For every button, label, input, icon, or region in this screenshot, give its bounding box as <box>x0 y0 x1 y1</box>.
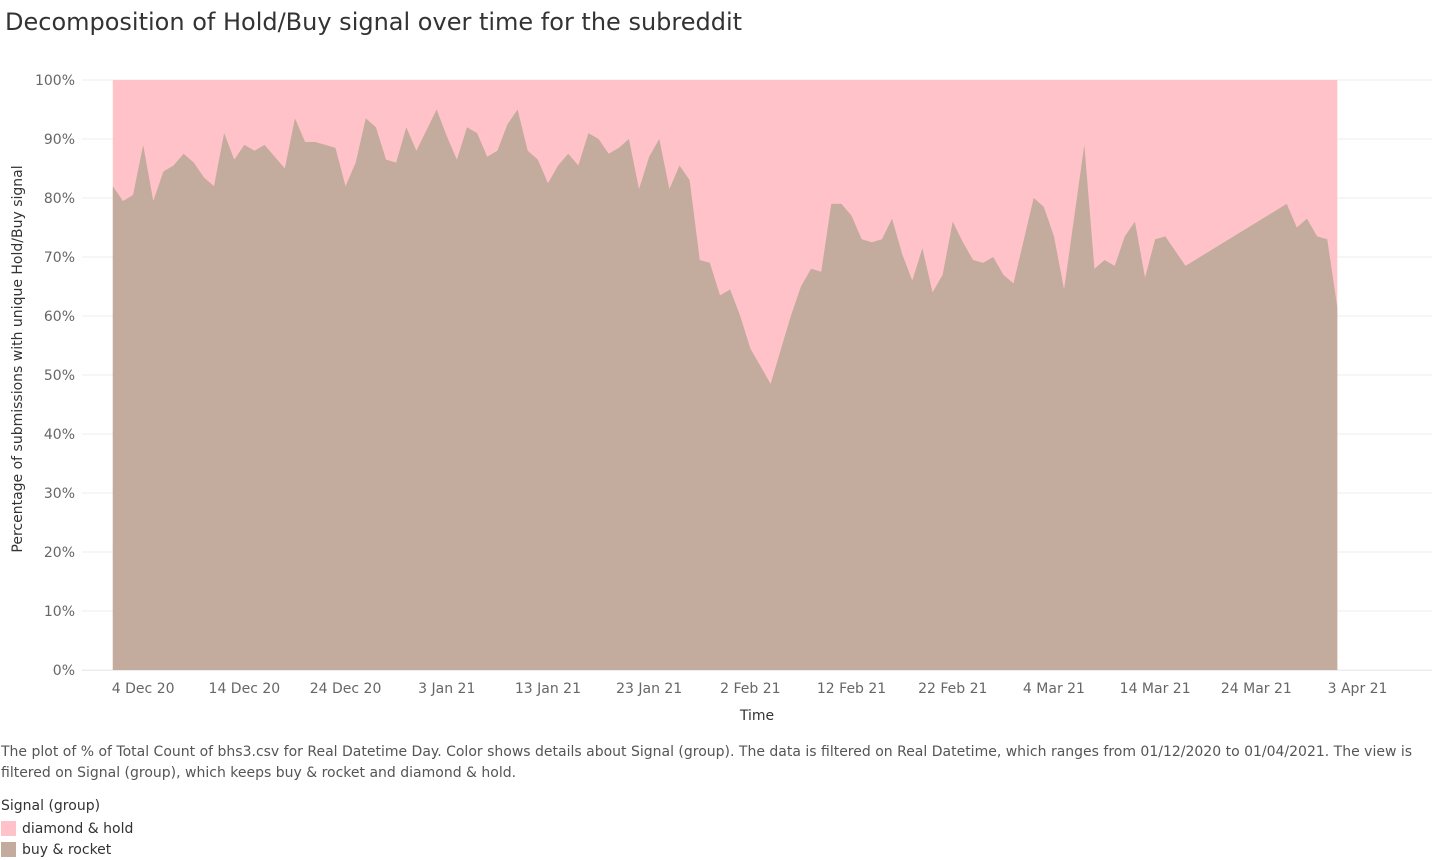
x-tick-label: 14 Mar 21 <box>1120 681 1191 697</box>
x-tick-label: 4 Dec 20 <box>112 681 175 697</box>
x-tick-label: 24 Mar 21 <box>1221 681 1292 697</box>
axes: 0% 10% 20% 30% 40% 50% 60% 70% 80% 90% 100% 4 Dec 2… <box>35 73 1432 697</box>
legend-item-buy-rocket[interactable]: buy & rocket <box>1 839 133 860</box>
series-area-buy-rocket <box>112 109 1338 670</box>
x-tick-label: 14 Dec 20 <box>209 681 281 697</box>
y-tick-label: 30% <box>44 486 75 502</box>
legend: Signal (group) diamond & hold buy & rock… <box>1 796 133 860</box>
x-tick-label: 12 Feb 21 <box>817 681 886 697</box>
area-layer <box>112 80 1338 670</box>
chart-caption: The plot of % of Total Count of bhs3.csv… <box>1 744 1413 781</box>
y-tick-label: 20% <box>44 545 75 561</box>
legend-label-buy-rocket: buy & rocket <box>22 841 112 858</box>
legend-title: Signal (group) <box>1 798 101 814</box>
y-tick-label: 0% <box>53 663 75 679</box>
y-tick-label: 70% <box>44 250 75 266</box>
legend-swatch-diamond-hold <box>1 821 16 836</box>
y-axis-title: Percentage of submissions with unique Ho… <box>10 165 26 552</box>
y-tick-label: 100% <box>35 73 75 89</box>
chart-title: Decomposition of Hold/Buy signal over ti… <box>5 8 743 36</box>
y-tick-label: 60% <box>44 309 75 325</box>
y-tick-label: 90% <box>44 132 75 148</box>
area-chart: 0% 10% 20% 30% 40% 50% 60% 70% 80% 90% 100% 4 Dec 2… <box>10 73 1432 724</box>
legend-swatch-buy-rocket <box>1 842 16 857</box>
y-tick-label: 50% <box>44 368 75 384</box>
x-tick-label: 24 Dec 20 <box>310 681 382 697</box>
x-tick-label: 23 Jan 21 <box>616 681 682 697</box>
x-tick-label: 2 Feb 21 <box>720 681 780 697</box>
x-axis-title: Time <box>739 708 774 724</box>
y-tick-label: 80% <box>44 191 75 207</box>
y-tick-label: 40% <box>44 427 75 443</box>
x-tick-label: 4 Mar 21 <box>1023 681 1085 697</box>
x-tick-label: 22 Feb 21 <box>918 681 987 697</box>
x-tick-label: 3 Jan 21 <box>418 681 475 697</box>
legend-item-diamond-hold[interactable]: diamond & hold <box>1 818 133 839</box>
x-tick-label: 13 Jan 21 <box>515 681 581 697</box>
legend-label-diamond-hold: diamond & hold <box>22 820 134 837</box>
x-tick-label: 3 Apr 21 <box>1328 681 1388 697</box>
y-tick-label: 10% <box>44 604 75 620</box>
